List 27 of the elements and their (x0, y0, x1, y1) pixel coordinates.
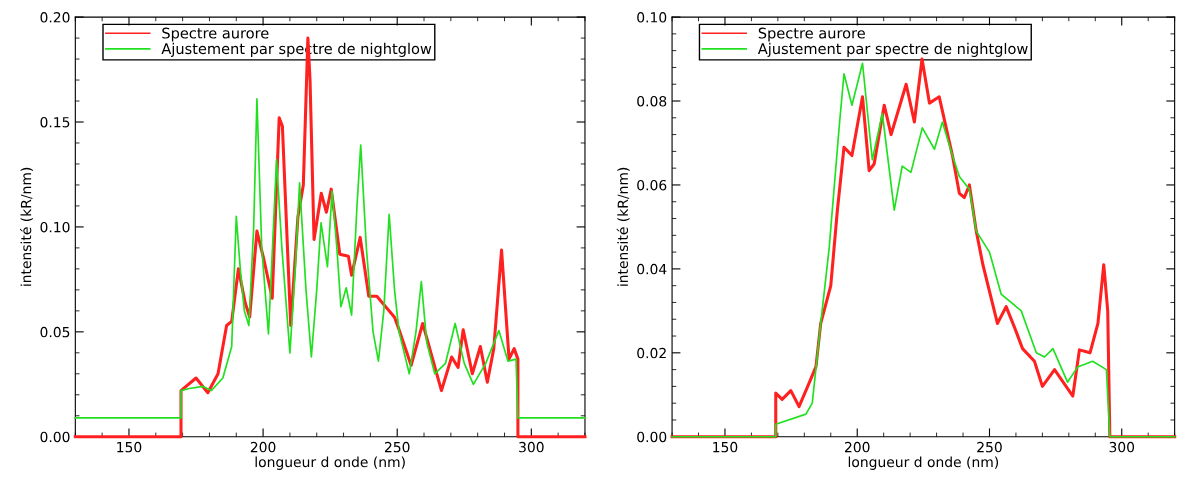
legend-label: Spectre aurore (758, 27, 865, 42)
y-tick-label: 0.04 (637, 263, 667, 275)
legend-label: Spectre aurore (162, 27, 269, 42)
y-tick-label: 0.06 (637, 179, 667, 191)
y-axis-title: intensité (kR/nm) (19, 167, 33, 286)
line-series (74, 98, 586, 419)
y-tick-label: 0.00 (637, 431, 667, 443)
y-tick-label: 0.08 (637, 95, 667, 107)
y-tick-label: 0.00 (40, 431, 70, 443)
x-tick-label: 150 (713, 441, 738, 453)
x-tick-label: 300 (519, 441, 544, 453)
y-tick-label: 0.05 (40, 326, 70, 338)
y-tick-label: 0.10 (40, 221, 70, 233)
x-tick-label: 200 (844, 441, 870, 453)
x-tick-label: 250 (977, 441, 1002, 453)
y-tick-label: 0.20 (40, 12, 70, 23)
x-axis-title: longueur d onde (nm) (848, 456, 999, 470)
y-tick-label: 0.10 (637, 12, 667, 23)
x-tick-label: 250 (384, 441, 410, 453)
x-axis-title: longueur d onde (nm) (255, 456, 405, 470)
x-tick-label: 300 (1109, 441, 1135, 453)
x-tick-label: 150 (117, 441, 142, 453)
y-axis-title: intensité (kR/nm) (616, 167, 630, 286)
y-tick-label: 0.02 (637, 347, 666, 359)
y-tick-label: 0.15 (40, 116, 70, 128)
legend-label: Ajustement par spectre de nightglow (757, 42, 1028, 57)
x-tick-label: 200 (250, 441, 276, 453)
